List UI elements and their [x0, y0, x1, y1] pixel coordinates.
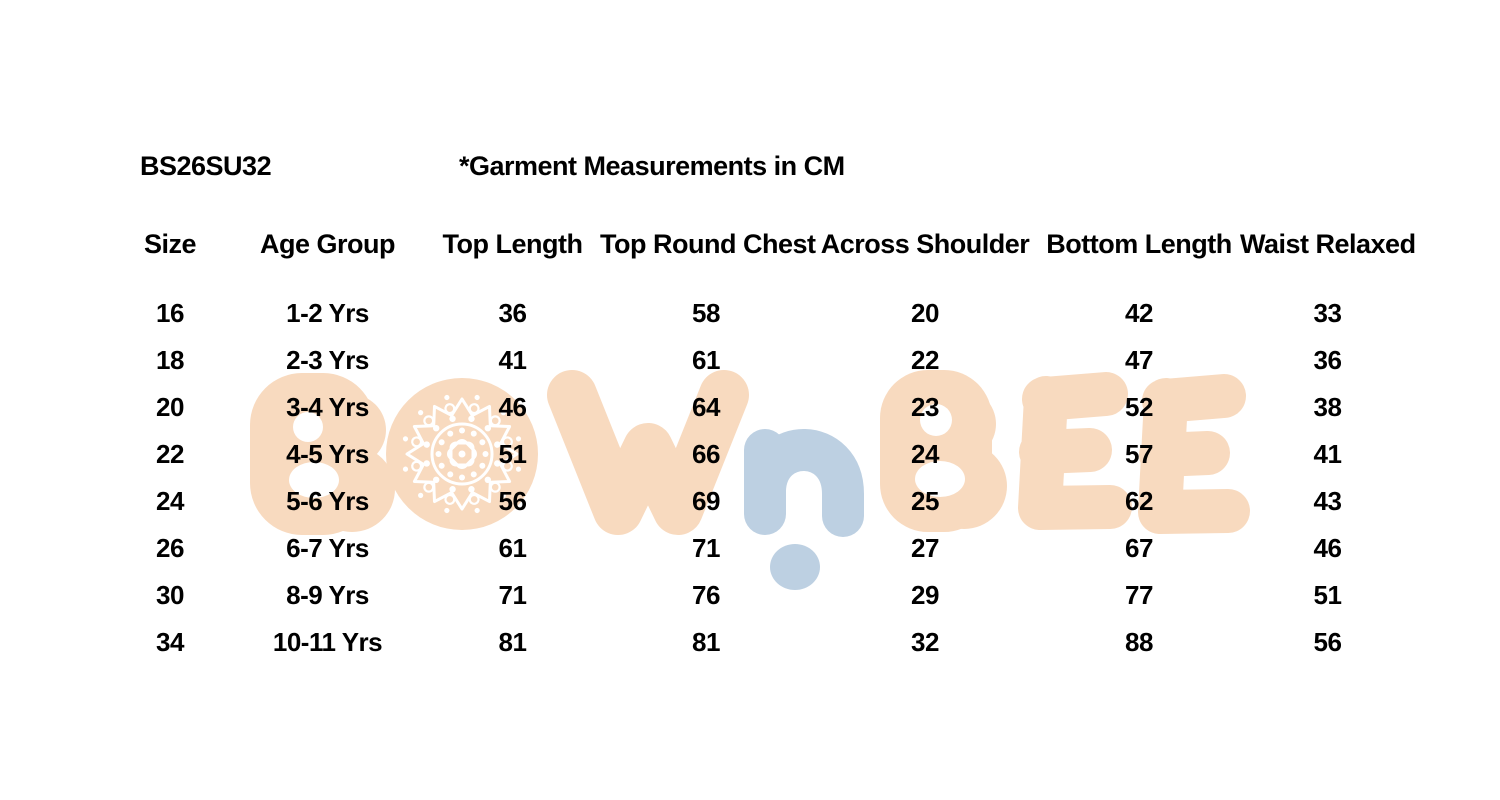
table-cell: 61 [692, 345, 720, 375]
table-cell: 57 [1125, 439, 1153, 469]
table-cell: 29 [911, 580, 939, 610]
table-cell: 69 [692, 486, 720, 516]
style-code: BS26SU32 [140, 151, 272, 181]
table-cell: 42 [1125, 298, 1153, 328]
table-cell: 52 [1125, 392, 1153, 422]
table-cell: 22 [156, 439, 184, 469]
table-cell: 61 [498, 533, 527, 563]
table-cell: 71 [692, 533, 720, 563]
column-header-top-round-chest: Top Round Chest [600, 229, 816, 259]
table-cell: 81 [498, 627, 527, 657]
table-cell: 30 [156, 580, 184, 610]
table-cell: 25 [911, 486, 939, 516]
table-cell: 20 [911, 298, 939, 328]
table-cell: 23 [911, 392, 939, 422]
table-cell: 58 [692, 298, 720, 328]
table-cell: 41 [498, 345, 527, 375]
column-header-age-group: Age Group [260, 229, 396, 259]
table-cell: 71 [498, 580, 527, 610]
table-cell: 10-11 Yrs [272, 627, 383, 657]
column-header-bottom-length: Bottom Length [1046, 229, 1232, 259]
table-cell: 8-9 Yrs [286, 580, 369, 610]
table-cell: 18 [156, 345, 184, 375]
table-cell: 38 [1313, 392, 1342, 422]
table-cell: 3-4 Yrs [286, 392, 369, 422]
table-cell: 24 [156, 486, 184, 516]
table-cell: 62 [1125, 486, 1153, 516]
table-cell: 4-5 Yrs [286, 439, 369, 469]
column-header-top-length: Top Length [442, 229, 583, 259]
table-cell: 26 [156, 533, 184, 563]
table-cell: 51 [1313, 580, 1342, 610]
table-cell: 67 [1125, 533, 1153, 563]
table-cell: 66 [692, 439, 720, 469]
column-header-waist-relaxed: Waist Relaxed [1240, 229, 1416, 259]
table-cell: 56 [498, 486, 527, 516]
table-cell: 20 [156, 392, 184, 422]
table-cell: 2-3 Yrs [286, 345, 369, 375]
table-cell: 64 [692, 392, 720, 422]
table-cell: 41 [1313, 439, 1342, 469]
table-cell: 5-6 Yrs [286, 486, 369, 516]
table-cell: 77 [1125, 580, 1153, 610]
measurement-unit-note: *Garment Measurements in CM [459, 151, 845, 181]
table-cell: 22 [911, 345, 939, 375]
column-header-size: Size [143, 229, 197, 259]
table-cell: 24 [911, 439, 939, 469]
table-cell: 36 [1313, 345, 1342, 375]
table-cell: 88 [1125, 627, 1153, 657]
table-cell: 27 [911, 533, 939, 563]
size-chart-table: Size Age Group Top Length Top Round Ches… [110, 229, 1416, 675]
table-cell: 46 [1313, 533, 1342, 563]
table-cell: 16 [156, 298, 184, 328]
table-cell: 34 [156, 627, 184, 657]
table-cell: 76 [692, 580, 720, 610]
table-cell: 36 [498, 298, 527, 328]
table-cell: 6-7 Yrs [286, 533, 369, 563]
table-cell: 56 [1313, 627, 1342, 657]
table-cell: 46 [498, 392, 527, 422]
table-cell: 33 [1313, 298, 1342, 328]
table-cell: 81 [692, 627, 720, 657]
table-cell: 47 [1125, 345, 1153, 375]
table-cell: 51 [498, 439, 527, 469]
table-cell: 1-2 Yrs [286, 298, 369, 328]
table-cell: 32 [911, 627, 939, 657]
column-header-across-shoulder: Across Shoulder [820, 229, 1030, 259]
table-cell: 43 [1313, 486, 1342, 516]
